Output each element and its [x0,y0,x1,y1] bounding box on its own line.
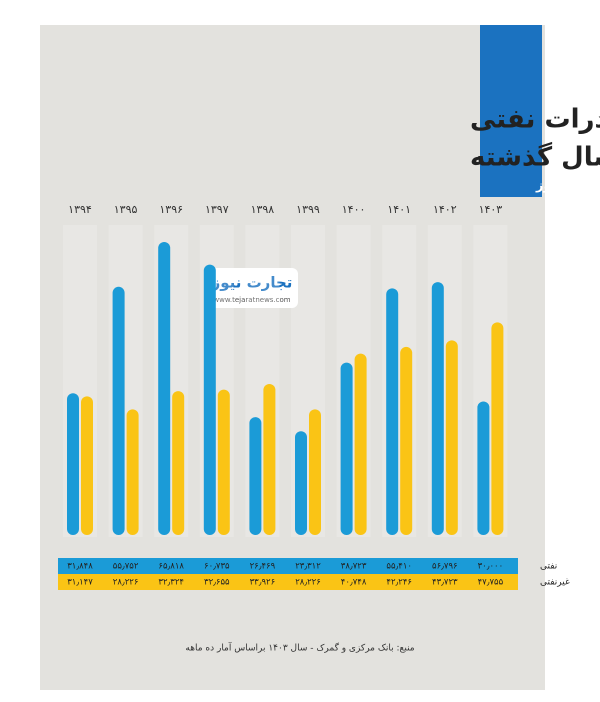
legend-label: غیرنفتی [540,578,570,588]
bar [112,286,125,535]
bar [81,396,93,535]
bar [295,431,307,535]
bar [309,409,321,535]
value-label: ۴۷٫۷۵۵ [478,578,504,588]
value-label: ۳۳٫۹۲۶ [250,578,276,588]
bar [217,389,230,535]
bar [477,401,490,535]
value-label: ۴۳٫۷۲۳ [432,578,458,588]
bar [172,391,185,535]
logo-badge [206,268,298,308]
value-label: ۴۲٫۲۴۶ [386,578,412,588]
bar [386,288,399,535]
chart-subtitle: و غیرنفتی ایران در ۱۰ سال گذشته [470,142,600,173]
value-label: ۵۵٫۴۱۰ [386,562,412,572]
x-tick-label: ۱۳۹۸ [251,203,275,216]
source: منبع: بانک مرکزی و گمرک - سال ۱۴۰۳ براسا… [185,642,414,654]
x-tick-label: ۱۴۰۱ [387,203,411,216]
x-tick-label: ۱۳۹۶ [159,203,183,216]
x-tick-label: ۱۴۰۰ [342,203,366,216]
x-tick-label: ۱۴۰۳ [479,203,503,216]
bar [203,264,216,535]
bar [158,242,171,535]
value-label: ۳۰٫۰۰۰ [478,562,504,572]
value-label: ۶۵٫۸۱۸ [158,562,184,572]
brand-strip [480,25,542,197]
bar [400,346,413,535]
value-label: ۵۶٫۷۹۶ [432,562,458,572]
bar [126,409,139,535]
bar [491,322,504,535]
value-label: ۳۲٫۳۲۴ [158,578,184,588]
bar [263,383,276,535]
row-strip [58,574,518,590]
legend-label: نفتی [540,562,557,572]
bar [340,362,353,535]
value-label: ۵۵٫۷۵۲ [113,562,139,572]
value-label: ۲۳٫۳۱۲ [295,562,321,572]
value-label: ۲۶٫۴۶۹ [250,562,276,572]
bar [249,417,262,535]
value-label: ۶۰٫۷۳۵ [204,562,230,572]
value-label: ۴۰٫۷۴۸ [341,578,367,588]
logo: تجارت نیوز [535,179,600,194]
x-tick-label: ۱۳۹۹ [296,203,320,216]
value-label: ۳۱٫۸۴۸ [67,562,93,572]
bar [67,393,79,535]
chart-title: مقایسه آمار صادرات نفتی [470,103,600,135]
x-tick-label: ۱۳۹۷ [205,203,229,216]
value-label: ۳۱٫۱۴۷ [67,578,93,588]
bar [354,353,367,535]
row-strip [58,558,518,574]
x-tick-label: ۱۳۹۵ [114,203,138,216]
bar [445,340,458,535]
value-label: ۳۸٫۷۲۳ [341,562,367,572]
logo: تجارت نیوز [211,274,293,292]
x-tick-label: ۱۴۰۲ [433,203,457,216]
x-tick-label: ۱۳۹۴ [68,203,92,216]
value-label: ۳۲٫۶۵۵ [204,578,230,588]
bar [431,282,444,535]
value-label: ۲۸٫۲۲۶ [295,578,321,588]
plot: نفتی غیرنفتی ۱۳۹۴ ۳۱٫۸۴۸ ۳۱٫۱۴۷ ۱۳۹۵ ۵۵٫۷۵۲ ۲۸٫… [58,203,570,590]
website: www.tejaratnews.com [213,296,290,304]
value-label: ۲۸٫۲۲۶ [113,578,139,588]
